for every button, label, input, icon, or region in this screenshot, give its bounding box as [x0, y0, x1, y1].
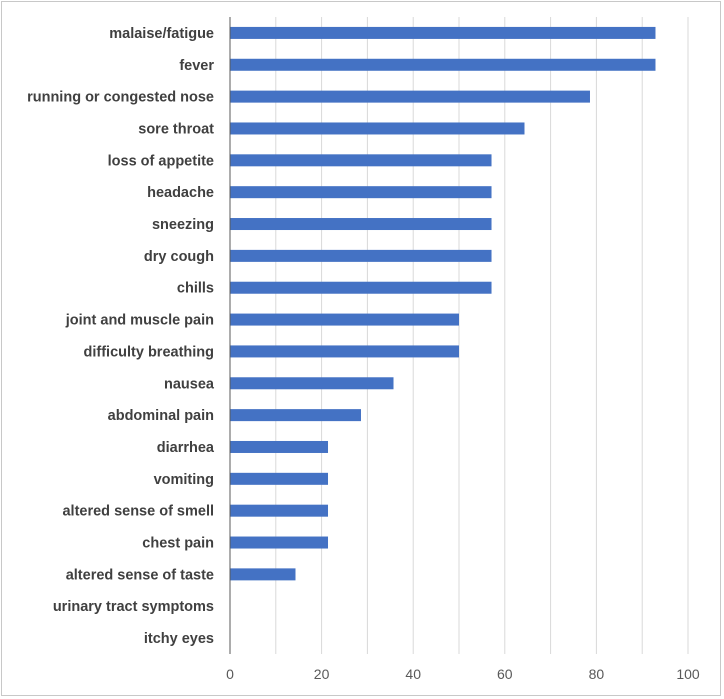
bar-chest-pain [230, 536, 329, 549]
category-label: urinary tract symptoms [53, 599, 214, 615]
category-label: dry cough [144, 249, 214, 265]
category-labels: malaise/fatigue fever running or congested… [27, 26, 215, 647]
bar-fever [230, 58, 656, 71]
x-tick-labels: 0 20 40 60 80 100 [226, 666, 700, 682]
bar-altered-sense-of-smell [230, 504, 329, 517]
x-tick-label: 0 [226, 666, 234, 682]
category-label: fever [179, 58, 214, 74]
bar-difficulty-breathing [230, 345, 459, 358]
bar-nausea [230, 377, 394, 390]
category-label: sore throat [138, 121, 214, 137]
x-tick-label: 20 [314, 666, 330, 682]
category-label: difficulty breathing [84, 344, 215, 360]
category-label: loss of appetite [108, 153, 214, 169]
bar-sore-throat [230, 122, 525, 135]
category-label: vomiting [154, 472, 214, 488]
category-label: joint and muscle pain [65, 313, 214, 329]
category-label: running or congested nose [27, 90, 214, 106]
gridlines [275, 17, 689, 654]
bar-vomiting [230, 472, 329, 485]
category-label: malaise/fatigue [109, 26, 214, 42]
bar-joint-and-muscle-pain [230, 313, 459, 326]
bar-diarrhea [230, 440, 329, 453]
x-tick-label: 80 [589, 666, 605, 682]
bars [230, 26, 656, 581]
category-label: chills [177, 281, 214, 297]
bar-sneezing [230, 218, 492, 231]
bar-altered-sense-of-taste [230, 568, 296, 581]
category-label: nausea [164, 376, 215, 392]
category-label: headache [147, 185, 214, 201]
bar-dry-cough [230, 249, 492, 262]
category-label: diarrhea [157, 440, 215, 456]
bar-loss-of-appetite [230, 154, 492, 167]
category-label: altered sense of taste [66, 567, 214, 583]
category-label: chest pain [142, 536, 214, 552]
category-label: itchy eyes [144, 631, 214, 647]
bar-chills [230, 281, 492, 294]
x-tick-label: 60 [497, 666, 513, 682]
bar-headache [230, 186, 492, 199]
bar-running-or-congested-nose [230, 90, 590, 103]
x-tick-label: 40 [405, 666, 421, 682]
x-tick-label: 100 [676, 666, 700, 682]
category-label: altered sense of smell [62, 504, 214, 520]
category-label: sneezing [152, 217, 214, 233]
bar-abdominal-pain [230, 409, 361, 422]
category-label: abdominal pain [108, 408, 214, 424]
bar-malaise-fatigue [230, 26, 656, 39]
